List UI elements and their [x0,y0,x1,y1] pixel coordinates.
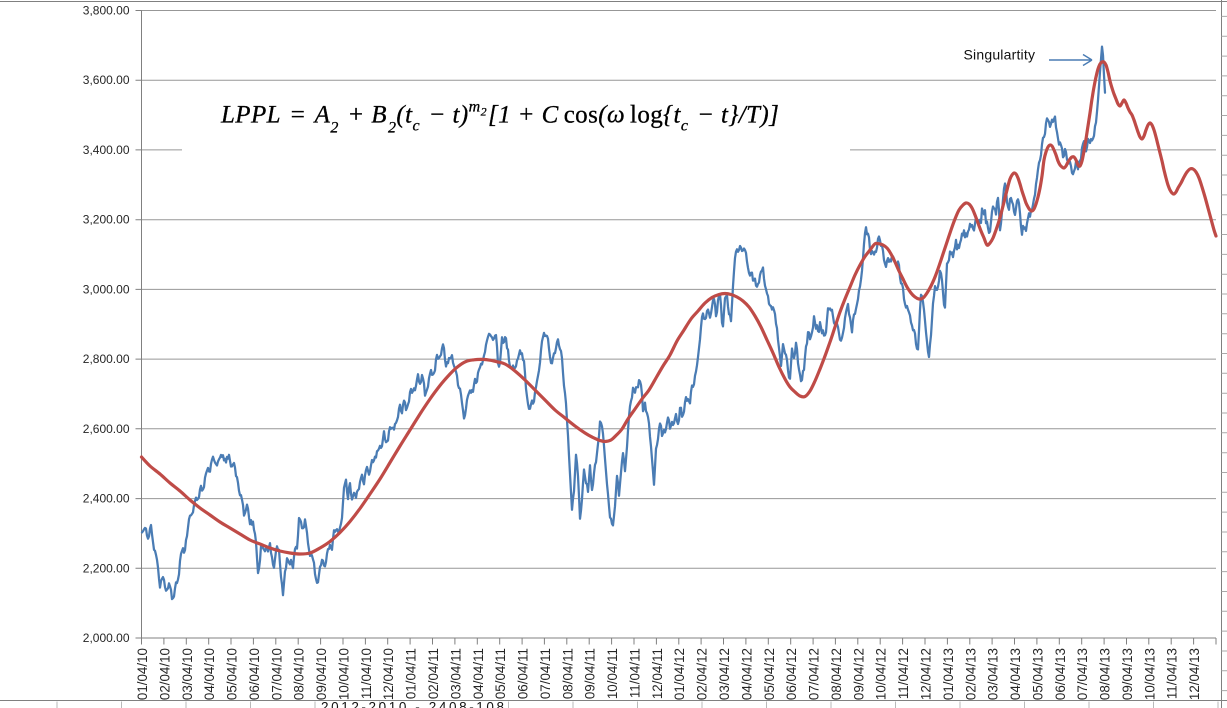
svg-text:07/04/12: 07/04/12 [807,648,822,700]
svg-text:10/04/11: 10/04/11 [605,648,620,699]
svg-text:03/04/13: 03/04/13 [986,648,1001,700]
svg-text:3,000.00: 3,000.00 [83,282,130,296]
svg-text:07/04/11: 07/04/11 [538,648,553,699]
svg-text:05/04/11: 05/04/11 [493,648,508,699]
svg-text:02/04/11: 02/04/11 [426,648,441,699]
svg-text:03/04/11: 03/04/11 [448,648,463,699]
svg-text:06/04/10: 06/04/10 [247,648,262,700]
svg-text:3,600.00: 3,600.00 [83,73,130,87]
svg-text:2012-2010 - 2408-108: 2012-2010 - 2408-108 [321,700,507,708]
svg-text:10/04/13: 10/04/13 [1142,648,1157,700]
svg-text:12/04/12: 12/04/12 [919,648,934,700]
svg-text:06/04/12: 06/04/12 [784,648,799,700]
svg-text:2,000.00: 2,000.00 [83,631,130,645]
svg-text:08/04/12: 08/04/12 [829,648,844,700]
svg-text:11/04/13: 11/04/13 [1165,648,1180,699]
svg-text:01/04/13: 01/04/13 [941,648,956,700]
svg-text:06/04/11: 06/04/11 [516,648,531,699]
svg-text:11/04/12: 11/04/12 [896,648,911,699]
svg-text:03/04/12: 03/04/12 [717,648,732,700]
svg-text:2,400.00: 2,400.00 [83,492,130,506]
svg-text:04/04/11: 04/04/11 [471,648,486,699]
svg-text:12/04/11: 12/04/11 [650,648,665,699]
svg-text:05/04/10: 05/04/10 [225,648,240,700]
svg-text:10/04/10: 10/04/10 [337,648,352,700]
svg-text:02/04/10: 02/04/10 [157,648,172,700]
svg-text:04/04/10: 04/04/10 [202,648,217,700]
svg-text:07/04/10: 07/04/10 [269,648,284,700]
svg-text:08/04/13: 08/04/13 [1098,648,1113,700]
svg-text:3,200.00: 3,200.00 [83,213,130,227]
svg-text:2,600.00: 2,600.00 [83,422,130,436]
svg-text:11/04/11: 11/04/11 [628,648,643,698]
svg-text:08/04/11: 08/04/11 [560,648,575,699]
svg-text:09/04/12: 09/04/12 [851,648,866,700]
svg-text:05/04/13: 05/04/13 [1030,648,1045,700]
svg-text:01/04/11: 01/04/11 [404,648,419,699]
svg-text:09/04/10: 09/04/10 [314,648,329,700]
svg-text:3,400.00: 3,400.00 [83,143,130,157]
svg-text:Singulartity: Singulartity [964,47,1036,63]
svg-text:12/04/10: 12/04/10 [381,648,396,700]
svg-text:11/04/10: 11/04/10 [359,648,374,699]
svg-text:04/04/13: 04/04/13 [1008,648,1023,700]
svg-text:01/04/12: 01/04/12 [672,648,687,700]
svg-text:05/04/12: 05/04/12 [762,648,777,700]
svg-text:10/04/12: 10/04/12 [874,648,889,700]
svg-text:08/04/10: 08/04/10 [292,648,307,700]
svg-text:07/04/13: 07/04/13 [1075,648,1090,700]
svg-text:09/04/13: 09/04/13 [1120,648,1135,700]
svg-text:02/04/13: 02/04/13 [963,648,978,700]
svg-text:2,200.00: 2,200.00 [83,561,130,575]
svg-text:06/04/13: 06/04/13 [1053,648,1068,700]
svg-text:01/04/10: 01/04/10 [135,648,150,700]
svg-text:02/04/12: 02/04/12 [695,648,710,700]
svg-text:09/04/11: 09/04/11 [583,648,598,699]
svg-text:04/04/12: 04/04/12 [739,648,754,700]
svg-text:03/04/10: 03/04/10 [180,648,195,700]
svg-text:3,800.00: 3,800.00 [83,4,130,18]
svg-text:12/04/13: 12/04/13 [1187,648,1202,700]
svg-text:2,800.00: 2,800.00 [83,352,130,366]
